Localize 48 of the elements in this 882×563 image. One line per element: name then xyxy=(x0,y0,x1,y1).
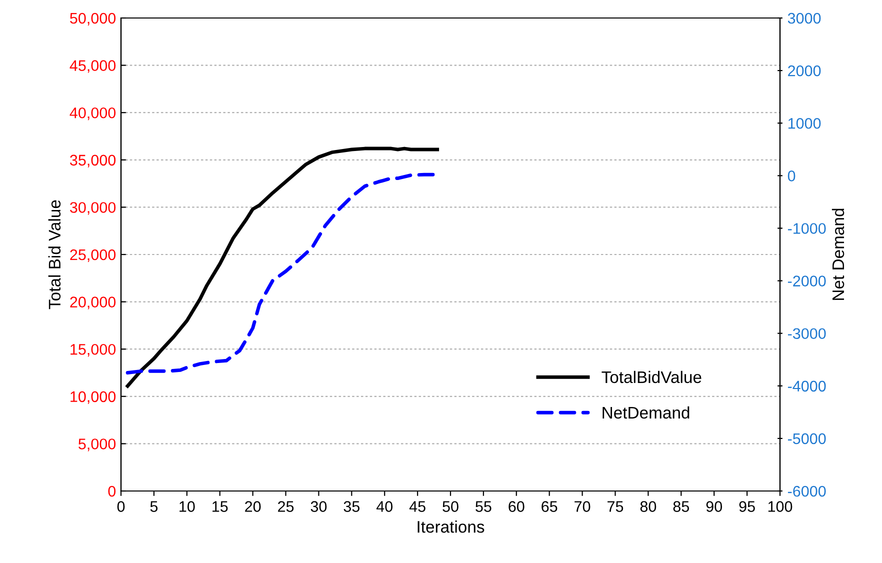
x-tick-label: 50 xyxy=(442,501,458,512)
legend-label: NetDemand xyxy=(602,406,690,419)
y2-tick-label: 1000 xyxy=(788,118,821,129)
x-tick-label: 45 xyxy=(409,501,426,512)
y-tick-label: 20,000 xyxy=(70,296,116,310)
x-tick-label: 0 xyxy=(117,501,125,512)
y-tick-label: 25,000 xyxy=(70,249,116,262)
x-tick-label: 75 xyxy=(608,501,624,512)
x-axis-title: Iterations xyxy=(418,520,484,533)
x-tick-label: 80 xyxy=(640,501,656,512)
legend-label: TotalBidValue xyxy=(602,370,702,384)
x-tick-label: 95 xyxy=(739,501,755,512)
x-tick-label: 25 xyxy=(278,501,294,512)
y-tick-label: 45,000 xyxy=(70,60,116,73)
y2-tick-label: 3000 xyxy=(788,12,821,24)
y-tick-label: 50,000 xyxy=(70,12,116,26)
x-tick-label: 20 xyxy=(245,501,261,512)
y-tick-label: 30,000 xyxy=(70,202,116,215)
line-series xyxy=(126,146,440,388)
x-tick-label: 30 xyxy=(310,501,327,512)
y2-tick-label: -4000 xyxy=(788,380,826,392)
x-tick-label: 15 xyxy=(212,501,228,512)
x-tick-label: 55 xyxy=(476,501,492,512)
y2-tick-label: -6000 xyxy=(788,486,826,497)
x-tick-label: 10 xyxy=(180,501,195,512)
x-tick-label: 100 xyxy=(768,501,792,512)
y-tick-label: 0 xyxy=(108,486,116,497)
x-tick-label: 5 xyxy=(150,501,158,512)
y-axis-title: Total Bid Value xyxy=(48,200,61,310)
y2-tick-label: -2000 xyxy=(788,276,826,286)
y2-axis-title: Net Demand xyxy=(832,208,844,300)
x-tick-label: 60 xyxy=(508,501,524,512)
y2-tick-label: -5000 xyxy=(788,433,826,444)
x-tick-label: 70 xyxy=(574,501,590,512)
x-tick-label: 40 xyxy=(376,501,392,512)
y2-tick-label: -1000 xyxy=(788,223,826,234)
x-tick-label: 65 xyxy=(542,501,558,512)
y2-tick-label: 0 xyxy=(788,170,796,182)
y-tick-label: 40,000 xyxy=(70,107,116,120)
y2-tick-label: 2000 xyxy=(788,65,821,76)
y-tick-label: 10,000 xyxy=(70,391,116,404)
y-tick-label: 15,000 xyxy=(70,344,116,357)
x-tick-label: 35 xyxy=(344,501,360,512)
y2-tick-label: -3000 xyxy=(788,328,826,340)
y-tick-label: 5,000 xyxy=(78,438,116,452)
x-tick-label: 90 xyxy=(706,501,722,512)
y-tick-label: 35,000 xyxy=(70,154,116,168)
x-tick-label: 85 xyxy=(673,501,690,512)
